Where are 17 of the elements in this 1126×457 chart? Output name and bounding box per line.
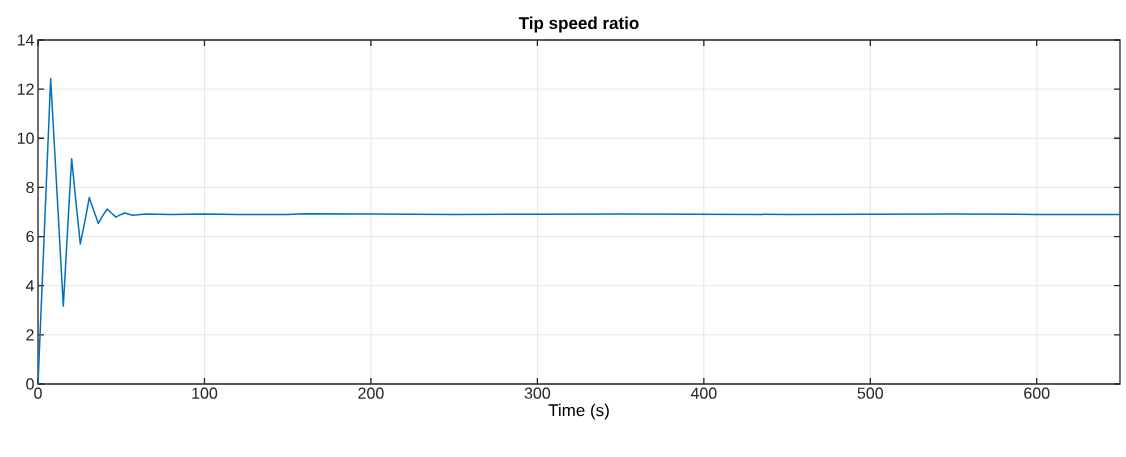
x-tick-label: 300 (524, 387, 551, 399)
x-tick-label: 100 (192, 387, 218, 399)
y-tick-label: 6 (26, 230, 34, 243)
x-tick-label: 600 (1024, 387, 1050, 399)
chart-title: Tip speed ratio (518, 16, 639, 33)
y-tick-label: 8 (26, 181, 34, 194)
y-tick-label: 4 (25, 280, 35, 292)
x-tick-label: 200 (358, 387, 384, 399)
y-tick-label: 0 (26, 378, 34, 390)
y-tick-label: 12 (17, 83, 34, 95)
y-tick-label: 10 (17, 132, 34, 144)
y-tick-label: 14 (17, 34, 34, 46)
x-axis-title: Time (s) (548, 403, 609, 420)
y-tick-label: 2 (26, 329, 34, 341)
x-tick-label: 400 (690, 387, 717, 399)
x-tick-label: 0 (34, 387, 42, 399)
x-tick-label: 500 (857, 387, 883, 399)
